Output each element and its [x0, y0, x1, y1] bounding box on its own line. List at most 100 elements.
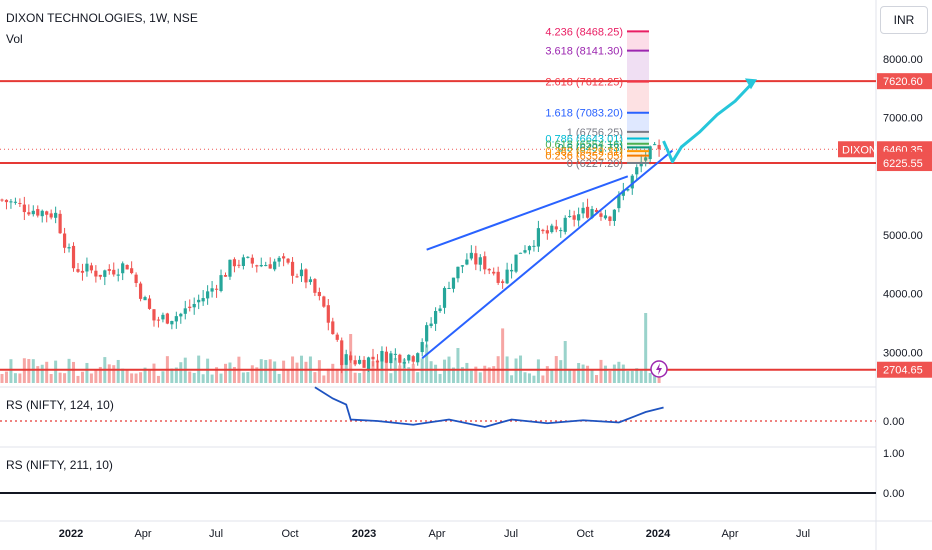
candle — [130, 268, 134, 274]
candle — [250, 257, 254, 264]
volume-bar — [98, 366, 102, 383]
volume-bar — [45, 361, 49, 383]
volume-bar — [429, 361, 433, 383]
volume-bar — [595, 375, 599, 383]
volume-bar — [188, 371, 192, 383]
volume-bar — [344, 364, 348, 383]
candle — [568, 216, 572, 218]
candle — [398, 354, 402, 363]
candle — [232, 259, 237, 267]
candle — [255, 265, 259, 267]
candle — [326, 305, 330, 323]
currency-button[interactable]: INR — [880, 6, 928, 34]
candle — [393, 353, 397, 355]
volume-bar — [599, 359, 603, 383]
volume-bar — [362, 369, 366, 383]
volume-bar — [559, 360, 563, 383]
candle — [80, 270, 85, 273]
candle — [545, 230, 549, 234]
trendline[interactable] — [421, 149, 674, 360]
candle — [85, 263, 89, 272]
volume-bar — [139, 372, 143, 383]
candle — [286, 258, 290, 263]
volume-bar — [586, 365, 590, 383]
volume-bar — [255, 367, 259, 383]
candle — [165, 313, 169, 324]
volume-bar — [89, 373, 93, 383]
candle — [134, 274, 138, 284]
candle — [219, 275, 223, 291]
candle — [621, 190, 625, 196]
volume-bar — [58, 372, 62, 383]
price-tag-label: 6225.55 — [883, 158, 923, 170]
candle — [483, 256, 487, 270]
volume-bar — [572, 369, 576, 383]
projection-arrowhead — [744, 78, 757, 90]
volume-bar — [232, 366, 236, 383]
candle — [228, 259, 232, 277]
volume-bar — [371, 361, 375, 383]
volume-bar — [259, 359, 263, 383]
candle — [335, 334, 339, 340]
candle — [353, 360, 357, 365]
volume-bar — [143, 367, 147, 383]
candle — [474, 253, 478, 265]
candle — [36, 209, 40, 216]
candle — [572, 215, 576, 220]
candle — [456, 266, 460, 279]
candle — [465, 259, 469, 265]
candle — [188, 306, 192, 309]
candle — [322, 296, 326, 307]
volume-bar — [612, 364, 616, 383]
candle — [362, 359, 366, 368]
candle — [206, 291, 210, 299]
volume-bar — [215, 367, 219, 383]
volume-bar — [268, 359, 272, 383]
volume-bar — [451, 367, 455, 383]
candle — [608, 216, 612, 221]
candle — [438, 308, 442, 312]
time-axis-label: Oct — [576, 528, 593, 540]
volume-bar — [590, 370, 594, 383]
candle — [201, 298, 205, 302]
volume-bar — [27, 359, 31, 383]
fib-level-label: 1 (6756.25) — [567, 127, 623, 139]
candle — [648, 146, 652, 160]
volume-bar — [13, 373, 17, 383]
volume-bar — [250, 365, 254, 383]
candle — [630, 175, 634, 189]
price-tag-label: 7620.60 — [883, 76, 923, 88]
volume-bar — [331, 363, 335, 383]
candle — [40, 210, 44, 217]
time-axis-label: Oct — [281, 528, 298, 540]
volume-bar — [295, 362, 299, 383]
candle — [67, 247, 71, 249]
candle — [599, 213, 603, 217]
candle — [112, 269, 116, 275]
candle — [214, 288, 219, 290]
fib-level-label: 3.618 (8141.30) — [545, 46, 623, 58]
price-tick-label: 3000.00 — [883, 347, 923, 359]
volume-bar — [121, 368, 125, 383]
fib-zone — [627, 81, 649, 113]
projection-path[interactable] — [662, 81, 755, 164]
candle — [594, 209, 599, 213]
trendline[interactable] — [426, 175, 629, 251]
candle — [277, 257, 281, 262]
candle — [469, 252, 473, 259]
candle — [550, 225, 554, 233]
volume-bar — [170, 368, 174, 383]
candle — [603, 215, 608, 219]
rs-line — [314, 386, 664, 428]
volume-bar — [407, 367, 411, 383]
volume-bar — [246, 372, 250, 383]
candle — [241, 257, 245, 266]
candle — [9, 201, 13, 203]
volume-bar — [603, 365, 607, 383]
candle — [505, 269, 509, 284]
volume-bar — [626, 371, 630, 383]
volume-bar — [523, 372, 527, 383]
volume-bar — [125, 369, 129, 383]
candle — [62, 233, 67, 248]
